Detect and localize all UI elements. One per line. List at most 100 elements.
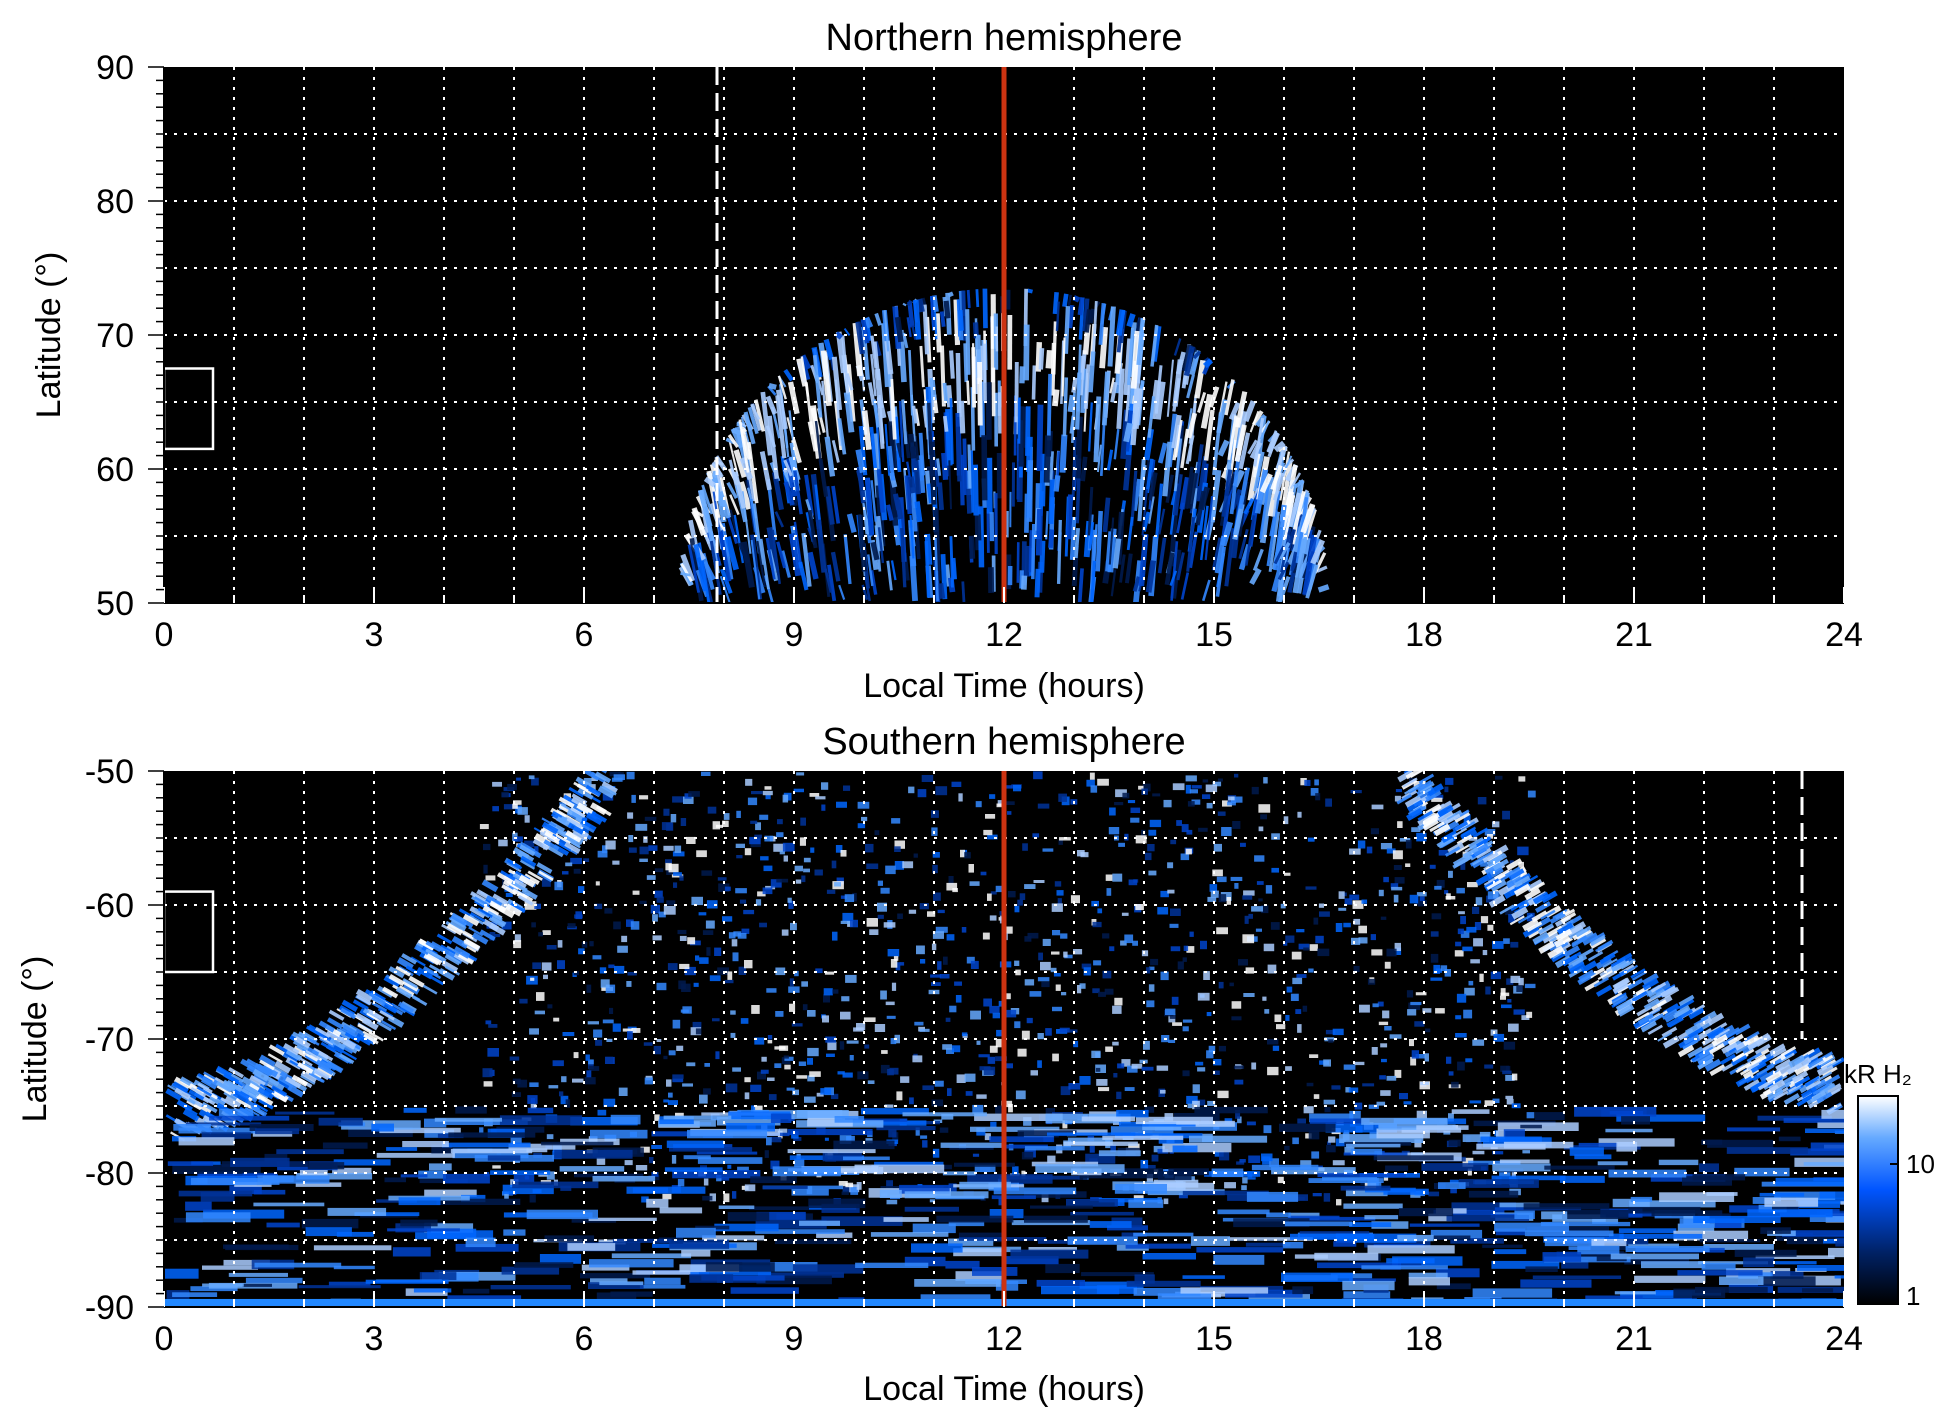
emission-band (1309, 1118, 1370, 1124)
emission-streak (1590, 934, 1606, 947)
emission-streak (305, 1049, 321, 1060)
emission-streak (1697, 1058, 1714, 1070)
emission-band (1066, 1199, 1118, 1207)
emission-streak (368, 1009, 385, 1021)
emission-streak (953, 299, 961, 346)
emission-speckle (1207, 896, 1217, 902)
emission-band (307, 1162, 345, 1170)
emission-speckle (941, 1114, 954, 1120)
emission-band (402, 1141, 449, 1148)
emission-speckle (1505, 1074, 1515, 1081)
emission-speckle (821, 804, 826, 811)
emission-streak (1172, 473, 1183, 516)
emission-streak (379, 1009, 395, 1021)
emission-band (508, 1143, 576, 1150)
emission-band (1782, 1230, 1844, 1237)
emission-streak (968, 535, 976, 559)
emission-streak (1186, 472, 1199, 510)
emission-streak (1087, 402, 1093, 452)
emission-streak (543, 839, 560, 851)
emission-streak (1490, 879, 1507, 892)
emission-streak (1532, 891, 1550, 905)
emission-streak (1571, 935, 1588, 946)
emission-speckle (1394, 942, 1401, 951)
emission-band (448, 1132, 536, 1138)
emission-band (1350, 1148, 1383, 1155)
emission-speckle (1344, 898, 1353, 905)
emission-speckle (649, 1157, 654, 1164)
emission-band (1493, 1249, 1527, 1255)
emission-speckle (511, 1092, 521, 1097)
emission-band (1279, 1123, 1336, 1132)
emission-speckle (1469, 1100, 1482, 1104)
emission-streak (539, 831, 556, 843)
emission-speckle (1251, 786, 1259, 795)
emission-band (1585, 1295, 1643, 1301)
emission-speckle (770, 1160, 780, 1170)
emission-speckle (891, 818, 901, 824)
emission-band (185, 1122, 262, 1126)
emission-band (816, 1232, 853, 1238)
emission-speckle (1120, 940, 1127, 946)
emission-streak (315, 1059, 333, 1071)
emission-streak (1687, 1046, 1704, 1059)
emission-speckle (732, 1067, 741, 1072)
emission-band (1349, 1278, 1396, 1282)
emission-streak (430, 941, 447, 953)
emission-speckle (1037, 803, 1050, 809)
emission-streak (884, 424, 891, 476)
emission-streak (783, 459, 793, 477)
x-tick-label: 15 (1195, 1320, 1233, 1358)
emission-speckle (1527, 790, 1536, 798)
emission-streak (1017, 397, 1021, 444)
emission-band (245, 1277, 303, 1284)
emission-streak (1752, 1071, 1768, 1082)
emission-speckle (1258, 898, 1263, 902)
emission-streak (173, 1076, 191, 1090)
emission-speckle (1311, 1151, 1320, 1159)
emission-speckle (885, 1001, 895, 1006)
emission-speckle (760, 856, 769, 861)
emission-band (1126, 1280, 1201, 1287)
emission-band (1436, 1283, 1471, 1290)
emission-streak (1657, 1032, 1673, 1042)
emission-streak (1634, 1012, 1650, 1023)
emission-speckle (1492, 941, 1504, 949)
emission-streak (1019, 366, 1026, 384)
emission-speckle (1206, 1012, 1212, 1017)
emission-speckle (990, 1121, 997, 1128)
emission-speckle (997, 800, 1003, 807)
emission-streak (287, 1084, 305, 1098)
emission-band (1047, 1132, 1136, 1136)
emission-streak (1522, 924, 1540, 938)
emission-streak (1145, 560, 1157, 593)
emission-speckle (888, 1129, 897, 1138)
emission-streak (165, 1088, 182, 1101)
emission-speckle (890, 1038, 897, 1045)
emission-streak (208, 1095, 226, 1108)
south-y-tick-labels: -50-60-70-80-90 (85, 753, 134, 1327)
emission-band (940, 1142, 1004, 1148)
emission-streak (316, 1065, 334, 1079)
emission-speckle (517, 1079, 528, 1088)
emission-band (1343, 1203, 1403, 1209)
emission-band (989, 1136, 1055, 1143)
emission-streak (1597, 970, 1613, 981)
emission-speckle (1495, 1130, 1506, 1140)
emission-streak (1310, 539, 1325, 565)
emission-speckle (1384, 961, 1391, 969)
emission-speckle (920, 1135, 928, 1139)
emission-band (1190, 1236, 1230, 1246)
emission-speckle (1470, 959, 1480, 964)
emission-speckle (947, 1088, 952, 1096)
emission-streak (774, 511, 785, 528)
emission-band (1451, 1202, 1516, 1211)
emission-speckle (1280, 903, 1286, 909)
emission-speckle (488, 1024, 498, 1028)
emission-band (610, 1114, 641, 1125)
emission-speckle (1242, 1177, 1248, 1184)
emission-band (1641, 1261, 1706, 1269)
emission-streak (1266, 432, 1280, 454)
emission-speckle (908, 909, 917, 914)
emission-streak (313, 1068, 330, 1081)
